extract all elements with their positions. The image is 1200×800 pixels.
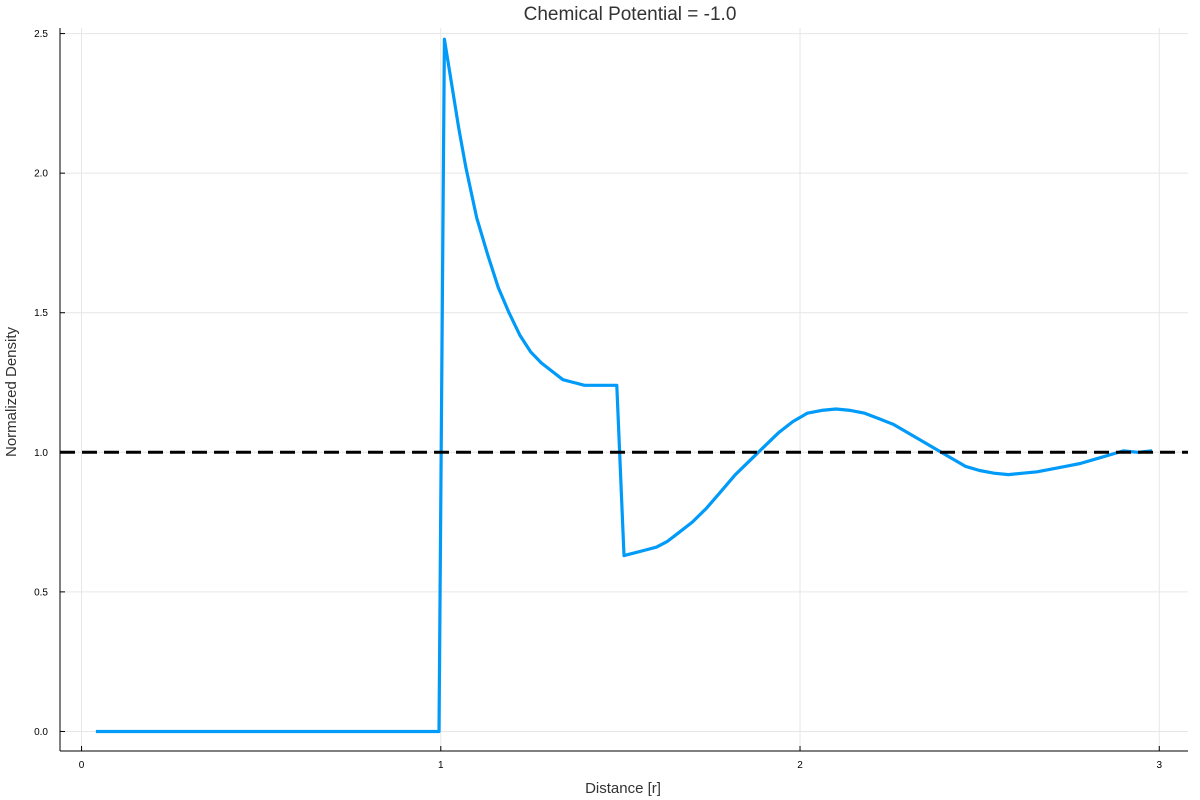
chart-title: Chemical Potential = -1.0 [524, 4, 737, 25]
y-tick-label: 1.0 [34, 448, 48, 459]
axes-layer [59, 28, 1188, 752]
y-tick-label: 0.5 [34, 587, 48, 598]
x-axis-title: Distance [r] [585, 780, 661, 797]
x-tick-label: 0 [79, 760, 85, 771]
density-series-line [95, 37, 1153, 734]
y-tick-label: 0.0 [34, 727, 48, 738]
y-tick-label: 1.5 [34, 308, 48, 319]
series-layer [60, 37, 1188, 734]
y-tick-label: 2.0 [34, 169, 48, 180]
x-tick-label: 1 [438, 760, 444, 771]
x-tick-label: 2 [797, 760, 803, 771]
y-axis-title: Normalized Density [3, 326, 20, 457]
y-tick-label: 2.5 [34, 29, 48, 40]
x-tick-label: 3 [1156, 760, 1162, 771]
ticks-layer: 0 1 2 3 0.0 0.5 1.0 1.5 2.0 2.5 [34, 29, 1162, 771]
grid-layer [60, 28, 1188, 751]
